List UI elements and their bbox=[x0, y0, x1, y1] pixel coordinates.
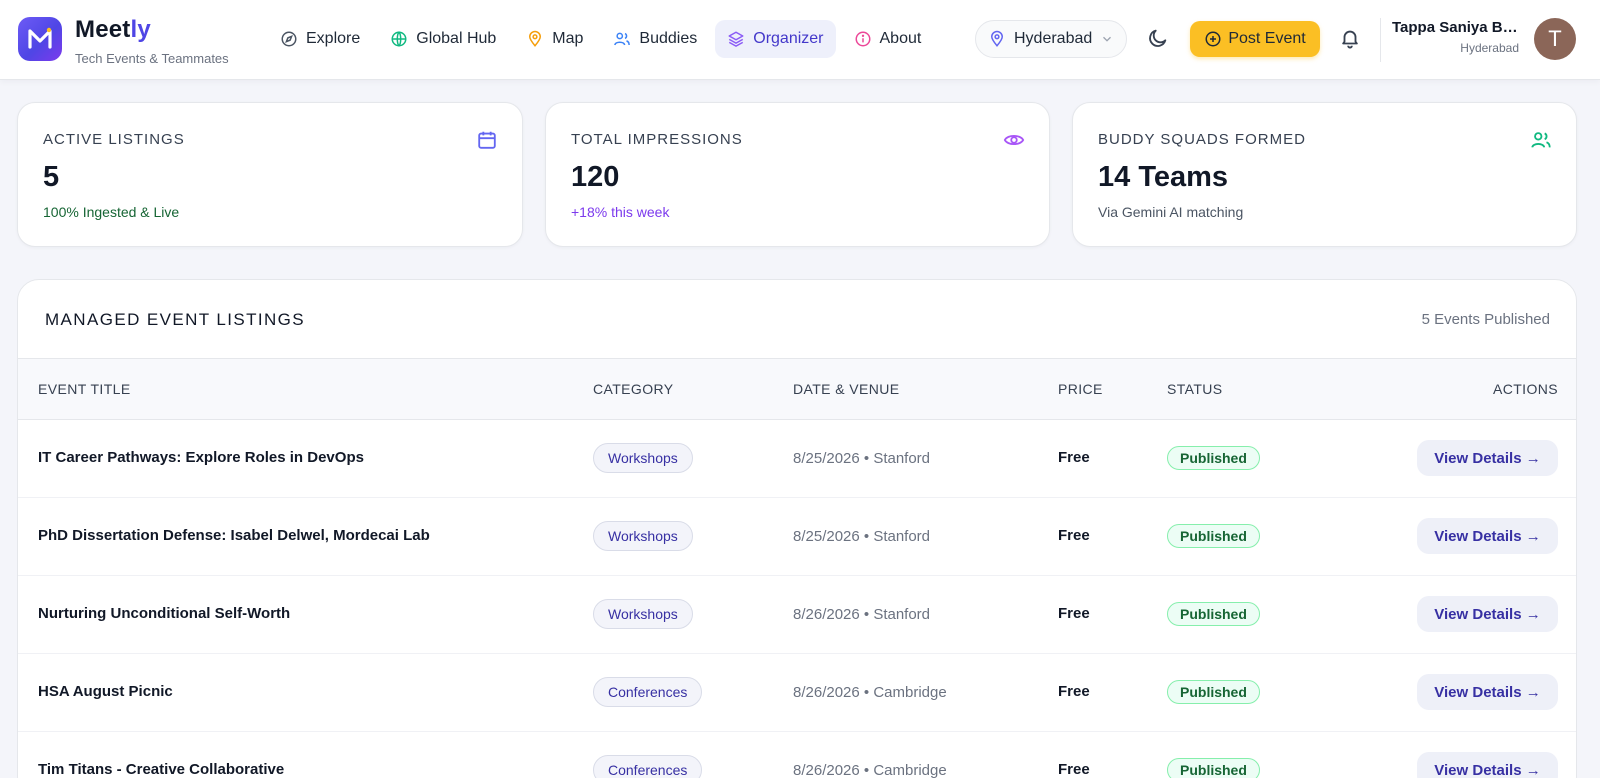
user-name[interactable]: Tappa Saniya Be... bbox=[1392, 19, 1522, 36]
info-icon bbox=[854, 30, 872, 48]
column-header-price: PRICE bbox=[1058, 381, 1103, 397]
logo-icon[interactable] bbox=[18, 17, 62, 61]
event-price: Free bbox=[1058, 449, 1090, 466]
post-event-label: Post Event bbox=[1228, 30, 1306, 47]
view-details-button[interactable]: View Details → bbox=[1417, 674, 1558, 710]
status-badge: Published bbox=[1167, 680, 1260, 704]
top-header: Meetly Tech Events & Teammates Explore G… bbox=[0, 0, 1600, 80]
nav-explore[interactable]: Explore bbox=[268, 20, 372, 58]
event-price: Free bbox=[1058, 683, 1090, 700]
nav-about-label: About bbox=[879, 30, 922, 47]
view-details-button[interactable]: View Details → bbox=[1417, 596, 1558, 632]
panel-title: MANAGED EVENT LISTINGS bbox=[45, 310, 306, 329]
post-event-button[interactable]: Post Event bbox=[1190, 21, 1320, 57]
status-badge: Published bbox=[1167, 524, 1260, 548]
column-header-actions: ACTIONS bbox=[1492, 381, 1558, 397]
theme-toggle-moon-icon[interactable] bbox=[1147, 27, 1171, 51]
table-row: IT Career Pathways: Explore Roles in Dev… bbox=[18, 420, 1576, 498]
managed-listings-panel: MANAGED EVENT LISTINGS 5 Events Publishe… bbox=[17, 279, 1577, 778]
brand-name-accent: ly bbox=[130, 16, 151, 43]
notifications-bell-icon[interactable] bbox=[1339, 27, 1363, 51]
location-pin-icon bbox=[988, 30, 1006, 48]
nav-about[interactable]: About bbox=[842, 20, 934, 58]
table-row: Tim Titans - Creative Collaborative Conf… bbox=[18, 732, 1576, 778]
plus-circle-icon bbox=[1204, 30, 1222, 48]
status-badge: Published bbox=[1167, 758, 1260, 778]
column-header-category: CATEGORY bbox=[593, 381, 674, 397]
stat-value: 14 Teams bbox=[1098, 161, 1229, 193]
calendar-icon bbox=[476, 129, 498, 151]
nav-explore-label: Explore bbox=[306, 30, 361, 47]
stat-label: BUDDY SQUADS FORMED bbox=[1098, 131, 1306, 148]
event-title: Nurturing Unconditional Self-Worth bbox=[38, 605, 291, 622]
event-date-venue: 8/25/2026 • Stanford bbox=[793, 450, 931, 467]
event-title: IT Career Pathways: Explore Roles in Dev… bbox=[38, 449, 364, 466]
event-title: Tim Titans - Creative Collaborative bbox=[38, 761, 285, 778]
category-pill: Workshops bbox=[593, 521, 693, 551]
brand-name-main: Meet bbox=[75, 16, 131, 43]
users-icon bbox=[1530, 129, 1552, 151]
map-pin-icon bbox=[526, 30, 544, 48]
main-nav: Explore Global Hub Map Buddies Organizer bbox=[268, 20, 939, 58]
category-pill: Workshops bbox=[593, 599, 693, 629]
column-header-event-title: EVENT TITLE bbox=[38, 381, 131, 397]
column-header-status: STATUS bbox=[1167, 381, 1223, 397]
nav-map[interactable]: Map bbox=[514, 20, 595, 58]
event-price: Free bbox=[1058, 527, 1090, 544]
stat-card-buddy-squads: BUDDY SQUADS FORMED 14 Teams Via Gemini … bbox=[1072, 102, 1577, 247]
nav-organizer[interactable]: Organizer bbox=[715, 20, 836, 58]
event-price: Free bbox=[1058, 761, 1090, 778]
table-row: HSA August Picnic Conferences 8/26/2026 … bbox=[18, 654, 1576, 732]
nav-buddies-label: Buddies bbox=[639, 30, 698, 47]
users-icon bbox=[613, 30, 631, 48]
view-details-button[interactable]: View Details → bbox=[1417, 440, 1558, 476]
status-badge: Published bbox=[1167, 446, 1260, 470]
category-pill: Conferences bbox=[593, 677, 703, 707]
chevron-down-icon bbox=[1100, 32, 1114, 46]
table-header: EVENT TITLE CATEGORY DATE & VENUE PRICE … bbox=[18, 358, 1576, 420]
table-body: IT Career Pathways: Explore Roles in Dev… bbox=[18, 420, 1576, 778]
stat-sub: +18% this week bbox=[571, 204, 670, 220]
globe-icon bbox=[390, 30, 408, 48]
user-city: Hyderabad bbox=[1460, 41, 1519, 55]
eye-icon bbox=[1003, 129, 1025, 151]
nav-global-hub-label: Global Hub bbox=[416, 30, 497, 47]
stat-sub: Via Gemini AI matching bbox=[1098, 204, 1244, 220]
layers-icon bbox=[727, 30, 745, 48]
stat-value: 5 bbox=[43, 161, 60, 193]
category-pill: Workshops bbox=[593, 443, 693, 473]
event-price: Free bbox=[1058, 605, 1090, 622]
view-details-button[interactable]: View Details → bbox=[1417, 518, 1558, 554]
stat-label: TOTAL IMPRESSIONS bbox=[571, 131, 743, 148]
stat-value: 120 bbox=[571, 161, 620, 193]
city-select-value: Hyderabad bbox=[1014, 30, 1093, 47]
event-date-venue: 8/25/2026 • Stanford bbox=[793, 528, 931, 545]
stat-label: ACTIVE LISTINGS bbox=[43, 131, 185, 148]
nav-organizer-label: Organizer bbox=[753, 30, 824, 47]
city-select[interactable]: Hyderabad bbox=[975, 20, 1127, 58]
stat-card-total-impressions: TOTAL IMPRESSIONS 120 +18% this week bbox=[545, 102, 1050, 247]
nav-global-hub[interactable]: Global Hub bbox=[378, 20, 508, 58]
table-row: PhD Dissertation Defense: Isabel Delwel,… bbox=[18, 498, 1576, 576]
event-title: HSA August Picnic bbox=[38, 683, 173, 700]
events-published-count: 5 Events Published bbox=[1421, 311, 1550, 328]
nav-buddies[interactable]: Buddies bbox=[601, 20, 709, 58]
header-divider bbox=[1380, 18, 1381, 62]
table-row: Nurturing Unconditional Self-Worth Works… bbox=[18, 576, 1576, 654]
status-badge: Published bbox=[1167, 602, 1260, 626]
brand-name[interactable]: Meetly bbox=[75, 16, 151, 44]
event-date-venue: 8/26/2026 • Cambridge bbox=[793, 762, 947, 778]
event-date-venue: 8/26/2026 • Cambridge bbox=[793, 684, 947, 701]
view-details-button[interactable]: View Details → bbox=[1417, 752, 1558, 778]
column-header-date-venue: DATE & VENUE bbox=[793, 381, 900, 397]
avatar[interactable]: T bbox=[1534, 18, 1576, 60]
brand-tagline: Tech Events & Teammates bbox=[75, 51, 229, 66]
category-pill: Conferences bbox=[593, 755, 703, 778]
nav-map-label: Map bbox=[552, 30, 584, 47]
stat-card-active-listings: ACTIVE LISTINGS 5 100% Ingested & Live bbox=[17, 102, 523, 247]
stat-sub: 100% Ingested & Live bbox=[43, 204, 180, 220]
compass-icon bbox=[280, 30, 298, 48]
event-date-venue: 8/26/2026 • Stanford bbox=[793, 606, 931, 623]
event-title: PhD Dissertation Defense: Isabel Delwel,… bbox=[38, 527, 430, 544]
